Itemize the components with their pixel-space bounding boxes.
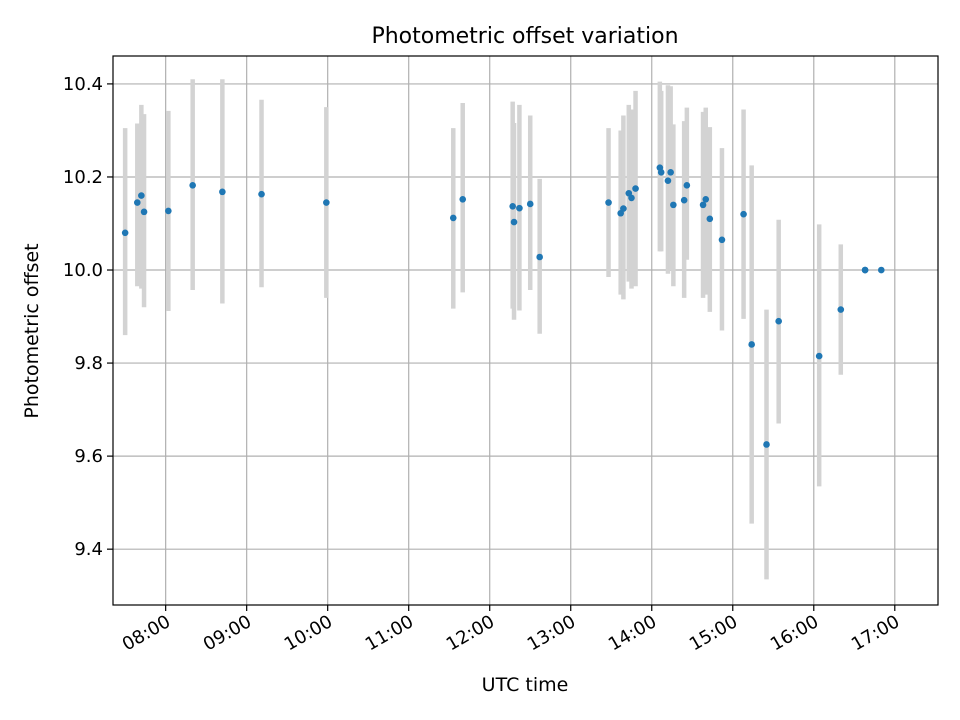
data-point (449, 214, 457, 222)
data-point (680, 196, 688, 204)
data-point (740, 210, 747, 218)
data-point (459, 195, 467, 203)
data-point (775, 317, 782, 325)
data-point (861, 266, 869, 274)
data-point (877, 266, 885, 274)
data-point (134, 199, 141, 206)
grid (113, 56, 938, 605)
x-axis-label: UTC time (482, 674, 569, 696)
data-point (664, 177, 672, 184)
data-point (748, 341, 755, 348)
y-tick-label: 10.4 (63, 74, 103, 95)
chart-title: Photometric offset variation (371, 24, 678, 49)
data-point (258, 190, 265, 198)
data-point (219, 188, 226, 196)
plot-area (113, 56, 938, 605)
data-point (702, 195, 710, 203)
data-point (536, 253, 543, 261)
data-point (837, 306, 845, 313)
data-point (628, 194, 635, 202)
data-point (718, 236, 726, 244)
data-point (121, 229, 129, 237)
data-point (763, 441, 770, 448)
y-tick-label: 9.4 (74, 539, 103, 560)
data-point (620, 205, 627, 212)
data-point (165, 207, 172, 215)
data-point (632, 185, 639, 192)
data-points (121, 164, 885, 448)
data-point (667, 169, 674, 176)
data-point (605, 199, 612, 206)
y-tick-label: 9.6 (74, 446, 103, 467)
data-point (526, 200, 534, 208)
data-point (706, 215, 714, 223)
data-point (189, 182, 196, 189)
data-point (140, 208, 148, 216)
data-point (510, 218, 518, 226)
data-point (815, 352, 823, 360)
y-axis-label: Photometric offset (21, 243, 43, 418)
y-tick-label: 10.0 (63, 260, 103, 281)
data-point (683, 182, 691, 189)
y-tick-label: 10.2 (63, 167, 103, 188)
data-point (138, 192, 145, 199)
data-point (657, 169, 665, 176)
data-point (323, 199, 330, 206)
data-point (699, 201, 707, 209)
data-point (670, 201, 677, 209)
y-tick-label: 9.8 (74, 353, 103, 374)
data-point (509, 202, 516, 210)
plot-frame (112, 55, 939, 606)
data-point (516, 204, 523, 212)
